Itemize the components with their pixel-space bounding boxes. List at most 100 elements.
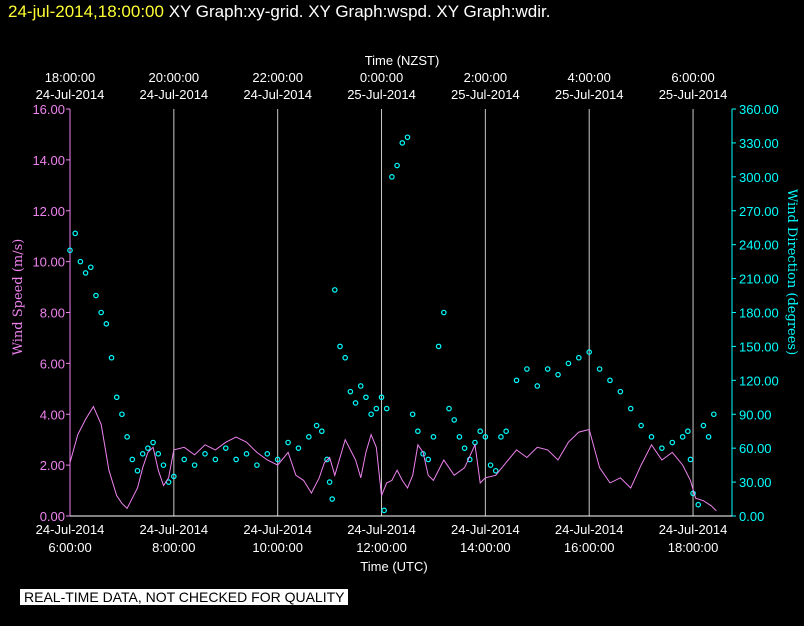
wind-direction-point bbox=[363, 394, 369, 401]
wind-direction-point bbox=[534, 383, 541, 389]
wind-direction-point bbox=[171, 473, 177, 480]
wind-direction-point bbox=[295, 445, 302, 451]
wind-direction-point bbox=[498, 434, 504, 440]
top-tick-time: 18:00:00 bbox=[45, 70, 96, 85]
right-tick-label: 60.00 bbox=[739, 441, 772, 456]
wind-direction-point bbox=[202, 451, 208, 457]
left-tick-label: 6.00 bbox=[40, 356, 65, 371]
left-tick-label: 2.00 bbox=[40, 458, 65, 473]
wind-direction-point bbox=[576, 354, 582, 361]
wind-direction-point bbox=[119, 411, 125, 418]
left-tick-label: 14.00 bbox=[32, 153, 65, 168]
wind-direction-point bbox=[77, 258, 84, 265]
wind-direction-point bbox=[324, 456, 330, 463]
wind-direction-point bbox=[544, 366, 551, 372]
graph-header: 24-jul-2014,18:00:00 XY Graph:xy-grid. X… bbox=[8, 2, 550, 22]
wind-direction-point bbox=[222, 445, 229, 451]
wind-direction-point bbox=[513, 377, 520, 384]
top-tick-date: 25-Jul-2014 bbox=[451, 87, 520, 102]
wind-direction-point bbox=[596, 366, 603, 372]
wind-direction-point bbox=[456, 434, 463, 440]
right-tick-label: 0.00 bbox=[739, 509, 764, 524]
wind-direction-point bbox=[373, 405, 380, 412]
wind-direction-point bbox=[381, 507, 387, 514]
wind-direction-point bbox=[487, 462, 494, 468]
wind-direction-point bbox=[342, 354, 348, 361]
top-tick-time: 20:00:00 bbox=[149, 70, 200, 85]
right-tick-label: 210.00 bbox=[739, 272, 779, 287]
wind-direction-point bbox=[108, 354, 115, 361]
top-tick-date: 24-Jul-2014 bbox=[243, 87, 312, 102]
wind-direction-point bbox=[451, 417, 458, 423]
wind-direction-point bbox=[492, 467, 499, 474]
wind-direction-point bbox=[503, 428, 509, 435]
wind-direction-point bbox=[134, 467, 141, 474]
wind-direction-point bbox=[274, 456, 281, 463]
wind-direction-point bbox=[285, 439, 291, 446]
wind-direction-point bbox=[313, 422, 320, 429]
wind-direction-point bbox=[477, 428, 483, 435]
wind-direction-point bbox=[87, 264, 94, 271]
bottom-tick-date: 24-Jul-2014 bbox=[659, 522, 728, 537]
top-axis-label: Time (NZST) bbox=[365, 53, 440, 68]
wind-direction-point bbox=[482, 434, 489, 440]
wind-direction-point bbox=[329, 496, 335, 502]
left-axis-label: Wind Speed (m/s) bbox=[11, 239, 26, 356]
top-tick-date: 25-Jul-2014 bbox=[347, 87, 416, 102]
wind-direction-point bbox=[82, 270, 89, 276]
wind-direction-point bbox=[347, 388, 354, 395]
wind-direction-point bbox=[319, 428, 325, 435]
wind-direction-point bbox=[711, 411, 717, 418]
wind-direction-point bbox=[705, 434, 712, 440]
wind-direction-point bbox=[669, 439, 676, 446]
top-tick-date: 25-Jul-2014 bbox=[659, 87, 728, 102]
wind-direction-point bbox=[679, 434, 686, 440]
wind-direction-point bbox=[306, 434, 312, 440]
wind-direction-point bbox=[337, 343, 343, 350]
wind-direction-point bbox=[524, 366, 530, 372]
bottom-axis-label: Time (UTC) bbox=[360, 559, 427, 574]
right-tick-label: 240.00 bbox=[739, 238, 779, 253]
wind-direction-point bbox=[357, 383, 364, 389]
wind-direction-point bbox=[181, 456, 188, 463]
right-tick-label: 90.00 bbox=[739, 407, 772, 422]
right-axis-label: Wind Direction (degrees) bbox=[784, 189, 799, 355]
left-tick-label: 10.00 bbox=[32, 255, 65, 270]
bottom-tick-time: 12:00:00 bbox=[356, 540, 407, 555]
wind-direction-point bbox=[326, 479, 333, 485]
wind-direction-point bbox=[378, 394, 385, 401]
right-tick-label: 30.00 bbox=[739, 475, 772, 490]
wind-direction-point bbox=[687, 456, 694, 463]
wind-direction-point bbox=[98, 309, 104, 316]
wind-direction-point bbox=[124, 434, 130, 440]
bottom-tick-time: 8:00:00 bbox=[152, 540, 195, 555]
wind-direction-point bbox=[264, 451, 271, 457]
wind-direction-point bbox=[695, 501, 702, 508]
bottom-tick-date: 24-Jul-2014 bbox=[555, 522, 624, 537]
grid-layer bbox=[69, 109, 694, 516]
wind-direction-point bbox=[165, 479, 172, 485]
right-tick-label: 360.00 bbox=[739, 102, 779, 117]
top-tick-time: 0:00:00 bbox=[360, 70, 403, 85]
quality-disclaimer: REAL-TIME DATA, NOT CHECKED FOR QUALITY bbox=[20, 589, 349, 605]
wind-direction-point bbox=[555, 371, 561, 378]
wind-direction-point bbox=[586, 349, 593, 355]
wind-direction-point bbox=[425, 456, 432, 463]
bottom-tick-date: 24-Jul-2014 bbox=[36, 522, 105, 537]
bottom-tick-time: 6:00:00 bbox=[48, 540, 91, 555]
wind-direction-point bbox=[446, 405, 452, 412]
wind-speed-series bbox=[69, 405, 717, 512]
top-tick-date: 24-Jul-2014 bbox=[36, 87, 105, 102]
wind-direction-point bbox=[243, 451, 250, 457]
wind-direction-point bbox=[627, 405, 634, 412]
wind-direction-point bbox=[160, 462, 167, 468]
wind-direction-point bbox=[394, 162, 400, 169]
wind-direction-point bbox=[461, 445, 468, 451]
wind-direction-point bbox=[404, 134, 411, 141]
top-tick-time: 4:00:00 bbox=[568, 70, 611, 85]
wind-direction-point bbox=[155, 451, 162, 457]
wind-direction-point bbox=[441, 309, 447, 316]
wind-direction-point bbox=[383, 405, 390, 412]
wind-direction-point bbox=[415, 428, 421, 435]
